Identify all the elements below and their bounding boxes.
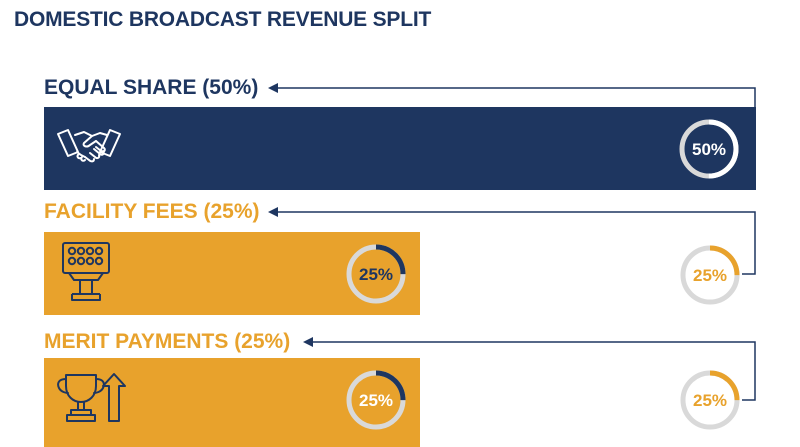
ring-label: 25%	[693, 266, 727, 285]
ring-progress	[346, 370, 406, 430]
side-ring-facility-fees: 25%	[680, 245, 740, 305]
ring-label: 25%	[693, 391, 727, 410]
trophy-arrow-icon	[56, 372, 132, 424]
share-ring-merit-payments: 25%	[346, 370, 406, 430]
arrowhead-equal-share	[268, 83, 278, 93]
bar-merit-payments	[44, 358, 420, 447]
ring-label: 50%	[692, 140, 726, 159]
share-ring-facility-fees: 25%	[346, 244, 406, 304]
ring-progress	[680, 245, 740, 305]
section-label-merit-payments: MERIT PAYMENTS (25%)	[44, 330, 291, 353]
ring-progress	[679, 119, 739, 179]
ring-progress	[346, 244, 406, 304]
section-label-equal-share: EQUAL SHARE (50%)	[44, 76, 259, 99]
floodlight-icon	[60, 240, 112, 306]
connector-equal-share	[277, 87, 756, 107]
share-ring-equal-share: 50%	[679, 119, 739, 179]
section-label-facility-fees: FACILITY FEES (25%)	[44, 200, 260, 223]
handshake-icon	[56, 124, 122, 172]
bar-equal-share	[44, 107, 756, 190]
ring-progress	[680, 370, 740, 430]
arrowhead-facility-fees	[268, 207, 278, 217]
arrowhead-merit-payments	[303, 337, 313, 347]
connector-merit-payments	[312, 341, 756, 401]
page-title: DOMESTIC BROADCAST REVENUE SPLIT	[14, 8, 432, 31]
ring-label: 25%	[359, 391, 393, 410]
connector-facility-fees	[277, 211, 756, 275]
ring-label: 25%	[359, 265, 393, 284]
side-ring-merit-payments: 25%	[680, 370, 740, 430]
